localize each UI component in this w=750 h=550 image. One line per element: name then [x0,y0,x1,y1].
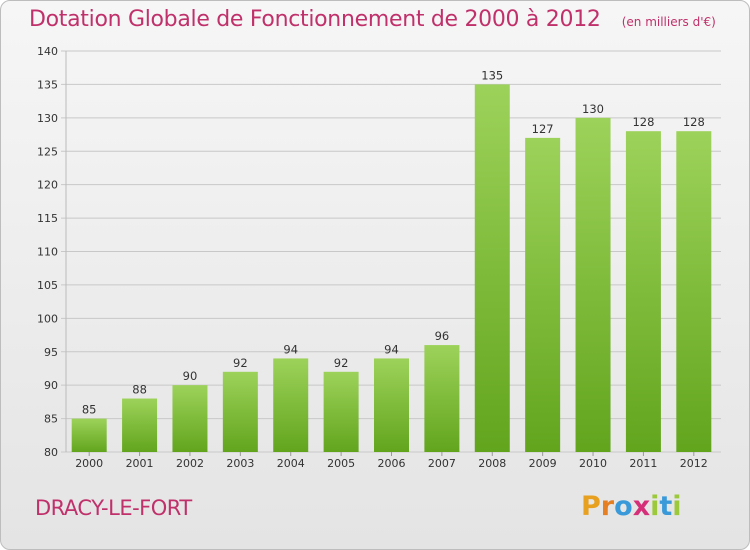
y-tick-label: 95 [44,346,58,359]
bar [273,358,309,452]
data-label: 135 [481,68,503,82]
x-tick-label: 2003 [226,457,254,470]
data-label: 85 [82,403,97,417]
x-tick-label: 2010 [579,457,607,470]
data-label: 94 [283,342,298,356]
x-tick-label: 2012 [680,457,708,470]
data-label: 92 [334,356,349,370]
data-label: 94 [384,342,399,356]
y-tick-label: 105 [37,279,58,292]
logo-letter: i [650,491,660,522]
data-label: 130 [582,102,604,116]
bar [172,385,208,452]
y-tick-label: 135 [37,78,58,91]
data-label: 127 [532,122,554,136]
logo-letter: t [659,491,673,522]
x-tick-label: 2000 [75,457,103,470]
data-label: 128 [683,115,705,129]
data-label: 88 [132,383,147,397]
x-tick-label: 2007 [428,457,456,470]
commune-name: DRACY-LE-FORT [35,496,192,520]
x-tick-label: 2006 [378,457,406,470]
data-label: 92 [233,356,248,370]
y-tick-label: 80 [44,446,58,459]
proxiti-logo: Proxiti [581,491,682,522]
logo-letter: P [581,491,601,522]
x-tick-label: 2004 [277,457,305,470]
bar [625,131,661,452]
y-tick-label: 110 [37,246,58,259]
bar [424,345,460,452]
bar [71,418,107,452]
bar [323,371,359,452]
x-tick-label: 2005 [327,457,355,470]
bar [575,117,611,452]
data-label: 90 [183,369,198,383]
chart-title: Dotation Globale de Fonctionnement de 20… [29,7,601,32]
y-tick-label: 115 [37,212,58,225]
bar [222,371,258,452]
y-tick-label: 130 [37,112,58,125]
data-label: 128 [632,115,654,129]
bar [474,84,510,453]
logo-letter: r [600,491,615,522]
x-tick-label: 2011 [629,457,657,470]
logo-letter: x [632,491,651,522]
logo-letter: i [672,491,682,522]
y-tick-label: 125 [37,145,58,158]
bar [122,398,158,452]
x-tick-label: 2002 [176,457,204,470]
x-tick-label: 2001 [126,457,154,470]
x-tick-label: 2009 [529,457,557,470]
bar [374,358,409,452]
logo-letter: o [614,491,633,522]
x-tick-label: 2008 [478,457,506,470]
y-tick-label: 100 [37,312,58,325]
y-tick-label: 85 [44,413,58,426]
chart-title-block: Dotation Globale de Fonctionnement de 20… [29,7,716,32]
y-tick-label: 90 [44,379,58,392]
bar [676,131,712,452]
chart-unit: (en milliers d'€) [621,15,716,29]
y-tick-label: 120 [37,179,58,192]
bar [525,137,561,452]
data-label: 96 [435,329,450,343]
y-tick-label: 140 [37,45,58,58]
